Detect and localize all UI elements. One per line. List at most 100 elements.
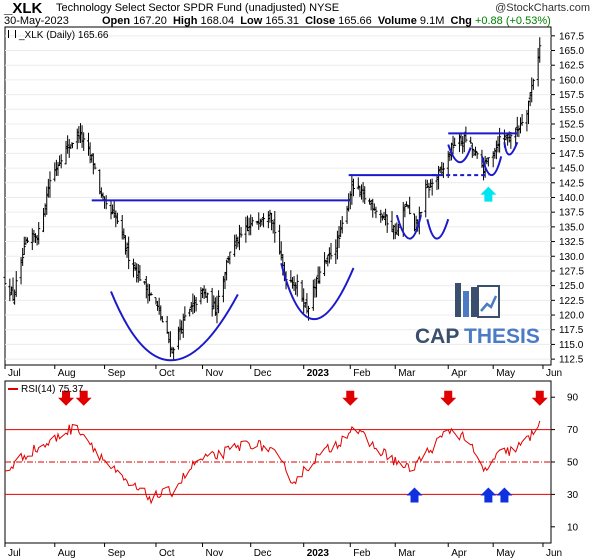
rsi-x-tick-label: May <box>496 548 515 559</box>
rsi-x-axis: Jul Aug Sep Oct Nov Dec 2023 Feb Mar Apr May Jun <box>4 543 562 559</box>
price-y-tick-label: 115.0 <box>559 340 584 351</box>
price-x-tick-label: Nov <box>206 368 224 379</box>
price-y-tick-label: 152.5 <box>559 119 584 130</box>
price-x-tick-label: Dec <box>254 368 272 379</box>
pattern-arc <box>480 156 503 177</box>
price-bar <box>498 127 502 153</box>
pattern-arc <box>503 141 519 156</box>
price-x-tick-label: Mar <box>398 368 416 379</box>
price-y-tick-label: 155.0 <box>559 105 584 116</box>
price-y-tick-label: 167.5 <box>559 31 584 42</box>
price-bar <box>82 132 86 151</box>
low-value: 165.31 <box>265 15 299 27</box>
price-y-tick-label: 147.5 <box>559 149 584 160</box>
price-bar <box>351 178 355 197</box>
price-bar <box>250 217 254 227</box>
logo-bar-3 <box>471 287 477 317</box>
rsi-x-tick-label: Feb <box>353 548 371 559</box>
price-bar <box>318 266 322 284</box>
price-y-tick-label: 142.5 <box>559 178 584 189</box>
price-bar <box>48 171 52 198</box>
volume-value: 9.1M <box>419 15 445 27</box>
price-y-tick-label: 162.5 <box>559 61 584 72</box>
rsi-x-tick-label: 2023 <box>307 548 330 559</box>
rsi-x-tick-label: Aug <box>58 548 76 559</box>
logo-box <box>477 285 500 318</box>
rsi-arrows <box>58 390 548 503</box>
price-x-tick-label: Aug <box>58 368 76 379</box>
high-label: High <box>172 15 198 27</box>
rsi-x-tick-label: Mar <box>398 548 416 559</box>
price-x-tick-label: Sep <box>108 368 126 379</box>
close-label: Close <box>305 15 336 27</box>
rsi-y-axis: 90 70 50 30 10 <box>551 393 579 533</box>
price-bar <box>329 242 333 260</box>
price-annotations <box>91 132 519 362</box>
price-bar <box>453 137 457 146</box>
rsi-legend-text: RSI(14) 75.37 <box>21 384 84 395</box>
price-bar <box>430 178 434 196</box>
price-x-tick-label: Oct <box>159 368 175 379</box>
price-bar <box>93 163 97 170</box>
rsi-line <box>4 420 541 505</box>
quote-date: 30-May-2023 <box>4 15 69 27</box>
price-legend: _XLK (Daily) 165.66 <box>8 30 109 41</box>
price-x-axis: Jul Aug Sep Oct Nov Dec 2023 Feb Mar Apr May Jun <box>4 365 562 379</box>
rsi-arrow-down-red <box>75 390 92 406</box>
rsi-arrow-down-red <box>440 390 457 406</box>
rsi-arrow-up-blue <box>406 487 423 503</box>
price-y-tick-label: 112.5 <box>559 355 584 366</box>
price-bar <box>25 237 29 244</box>
price-y-tick-label: 122.5 <box>559 296 584 307</box>
price-bar <box>160 316 164 323</box>
price-bar <box>385 214 389 233</box>
price-bar <box>149 292 153 296</box>
price-y-tick-label: 117.5 <box>559 325 584 336</box>
chg-label: Chg <box>450 15 472 27</box>
price-bar <box>21 247 25 266</box>
price-bar <box>59 154 63 169</box>
price-x-tick-label: Jun <box>546 368 562 379</box>
price-y-tick-label: 137.5 <box>559 208 584 219</box>
rsi-line-group <box>4 420 541 505</box>
price-bar <box>509 131 513 149</box>
price-x-tick-label: Apr <box>451 368 467 379</box>
price-bar <box>374 206 378 219</box>
rsi-legend: RSI(14) 75.37 <box>8 384 83 395</box>
pattern-arc <box>110 291 239 362</box>
price-bar <box>14 271 18 297</box>
rsi-x-tick-label: Sep <box>108 548 126 559</box>
price-bar <box>194 297 198 312</box>
price-bar <box>217 290 221 314</box>
price-y-tick-label: 130.0 <box>559 252 584 263</box>
watermark: @StockCharts.com <box>495 2 590 14</box>
price-bar <box>172 347 176 360</box>
rsi-arrow-down-red <box>58 390 75 406</box>
price-bar <box>441 162 445 179</box>
rsi-arrow-up-blue <box>480 487 497 503</box>
price-y-tick-label: 120.0 <box>559 311 584 322</box>
price-bar <box>337 225 341 249</box>
rsi-arrow-up-blue <box>496 487 513 503</box>
price-bar <box>469 136 473 144</box>
price-bar <box>396 223 400 237</box>
capp-thesis-logo: CAP THESIS <box>415 283 540 348</box>
price-y-tick-label: 140.0 <box>559 193 584 204</box>
price-bar <box>340 216 344 234</box>
logo-text-thesis: THESIS <box>464 325 540 348</box>
price-bar <box>363 186 367 204</box>
price-bar <box>295 274 299 297</box>
low-label: Low <box>240 15 263 27</box>
price-bar <box>538 37 542 63</box>
logo-bar-1 <box>455 283 461 317</box>
price-bar <box>138 265 142 281</box>
pattern-arc <box>426 218 450 240</box>
price-bar <box>486 157 490 167</box>
rsi-x-tick-label: Oct <box>159 548 175 559</box>
logo-bar-2 <box>463 291 469 317</box>
rsi-y-tick-label: 50 <box>567 458 579 469</box>
price-legend-icon <box>8 30 16 38</box>
rsi-y-tick-label: 70 <box>567 425 579 436</box>
rsi-x-tick-label: Apr <box>451 548 467 559</box>
open-value: 167.20 <box>133 15 167 27</box>
